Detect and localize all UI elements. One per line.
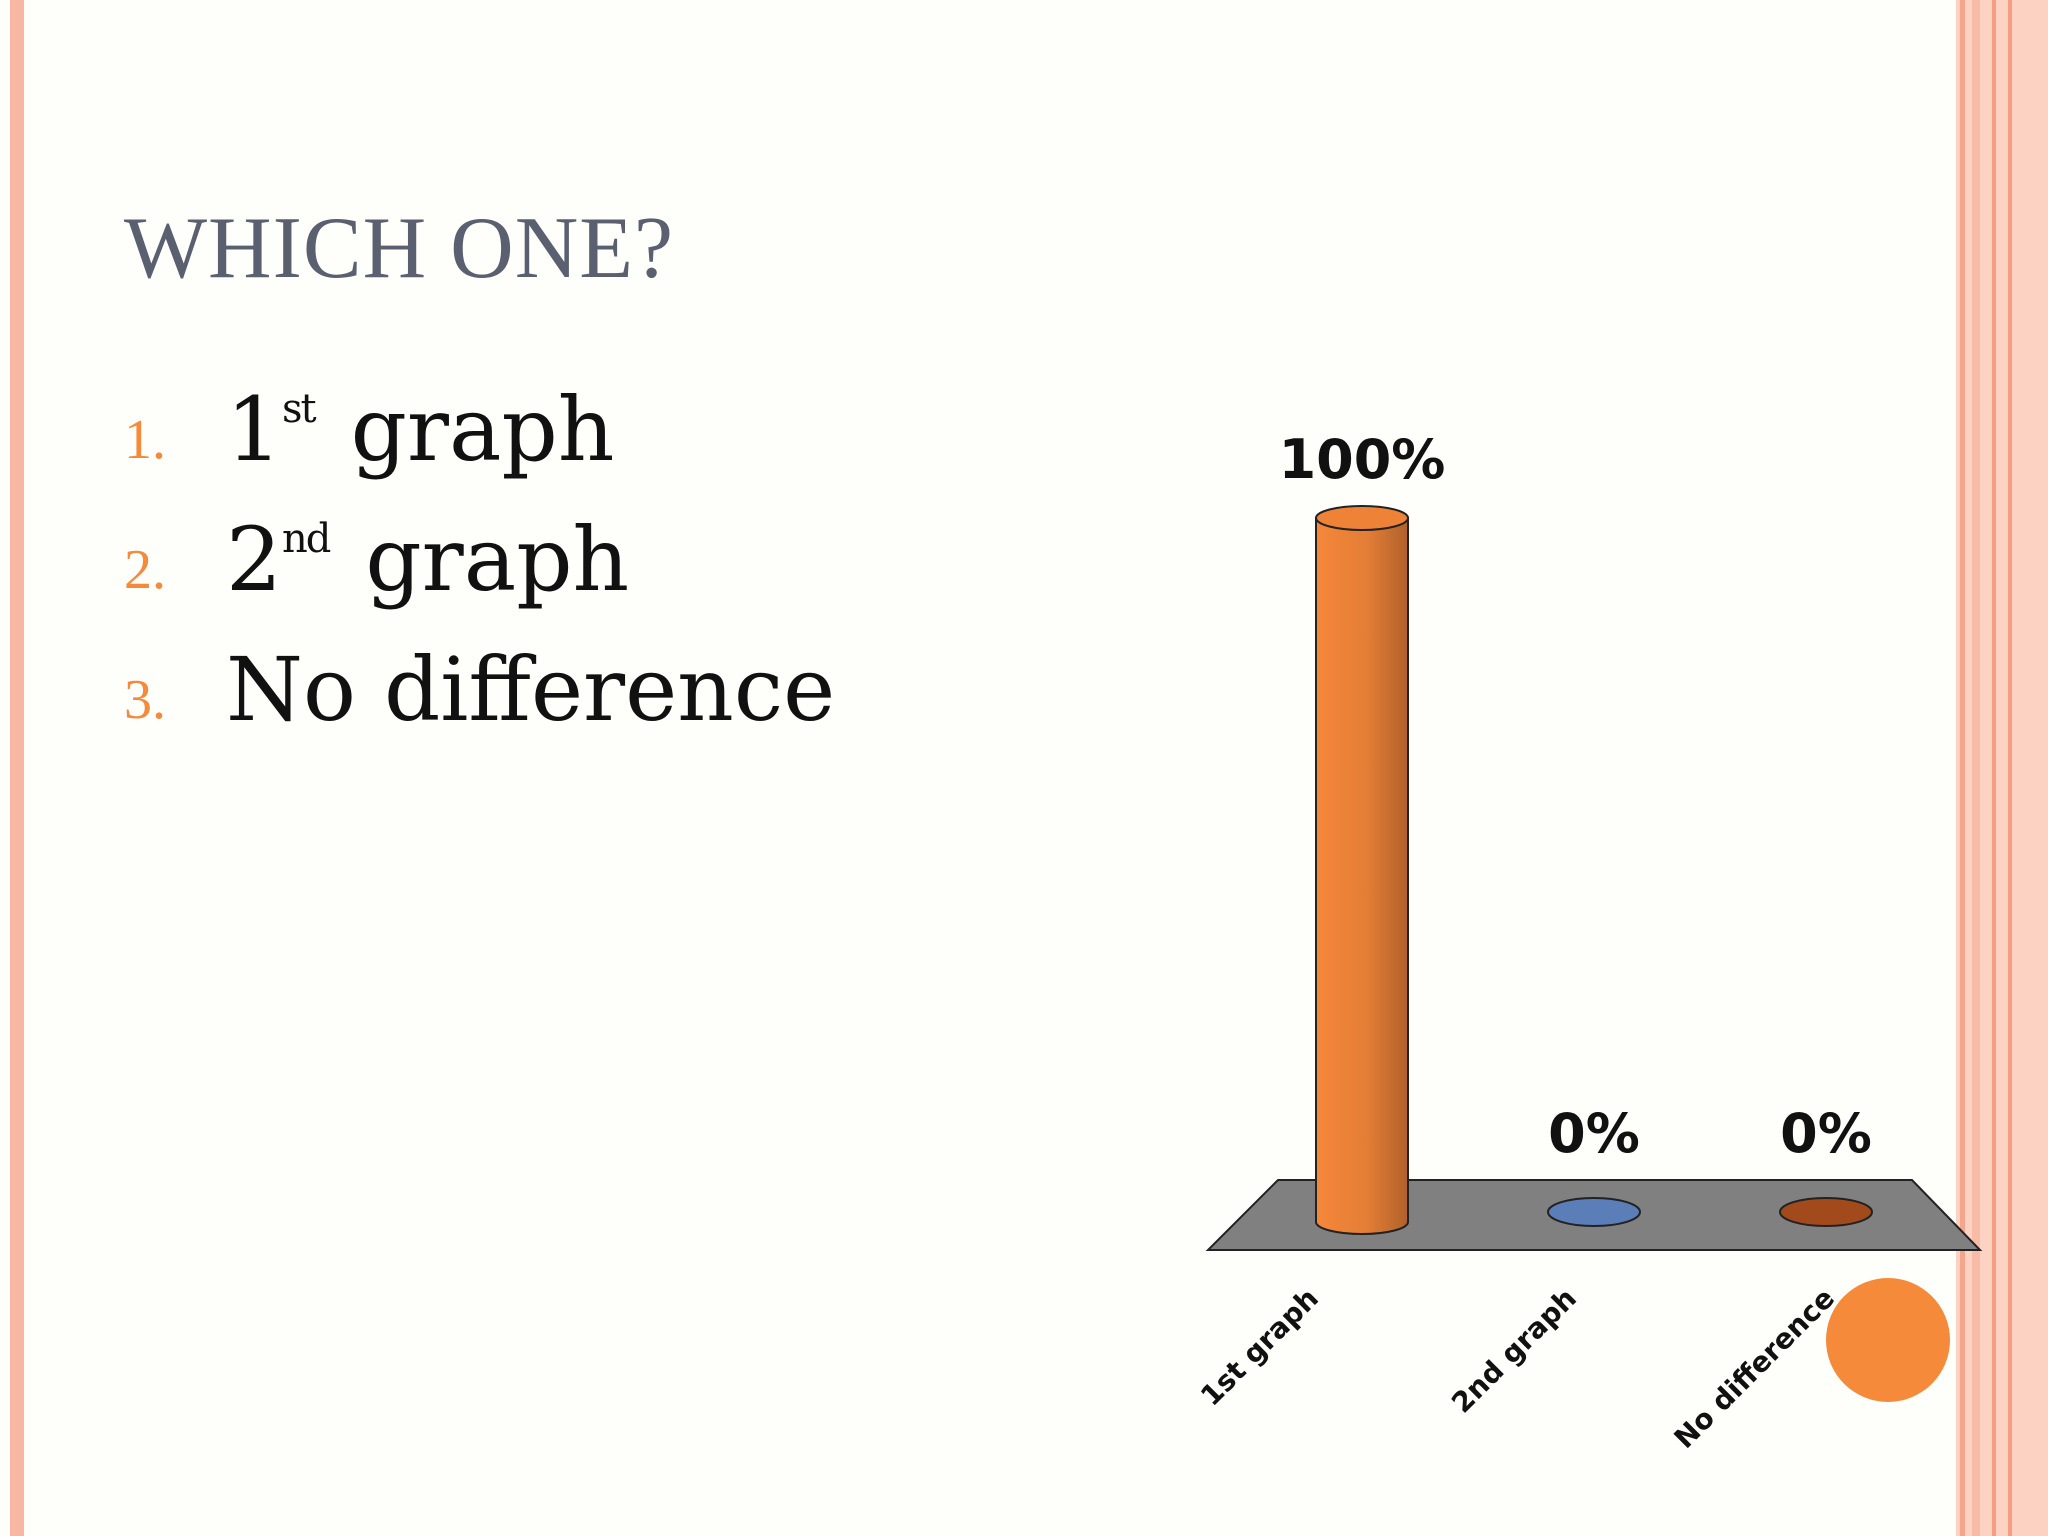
decor-circle	[1826, 1278, 1950, 1402]
option-lead: No difference	[226, 638, 836, 741]
tick-label-3: No difference	[1668, 1282, 1841, 1455]
tick-label-2: 2nd graph	[1445, 1282, 1583, 1420]
option-rest: graph	[322, 378, 615, 481]
bar-1	[1315, 517, 1409, 1235]
border-line	[1960, 0, 1965, 1536]
left-border-stripe	[10, 0, 24, 1536]
option-superscript: st	[282, 386, 317, 432]
border-line	[2008, 0, 2012, 1536]
bar-1-top	[1315, 505, 1409, 531]
option-number: 1.	[124, 409, 166, 471]
bar-3-base	[1779, 1197, 1873, 1227]
tick-label-1: 1st graph	[1194, 1282, 1325, 1413]
slide-title: WHICH ONE?	[124, 200, 675, 297]
option-label: No difference	[226, 638, 843, 741]
option-number: 2.	[124, 539, 166, 601]
data-label-2: 0%	[1548, 1102, 1640, 1165]
right-border	[1956, 0, 2048, 1536]
border-line	[1972, 0, 1980, 1536]
border-line	[1992, 0, 1996, 1536]
data-label-1: 100%	[1279, 428, 1446, 491]
bar-2-base	[1547, 1197, 1641, 1227]
option-lead: 1	[226, 378, 282, 481]
option-rest: graph	[337, 508, 630, 611]
option-label: 2nd graph	[226, 508, 629, 611]
option-lead: 2	[226, 508, 282, 611]
option-superscript: nd	[282, 516, 331, 562]
option-label: 1st graph	[226, 378, 614, 481]
option-number: 3.	[124, 669, 166, 731]
data-label-3: 0%	[1780, 1102, 1872, 1165]
